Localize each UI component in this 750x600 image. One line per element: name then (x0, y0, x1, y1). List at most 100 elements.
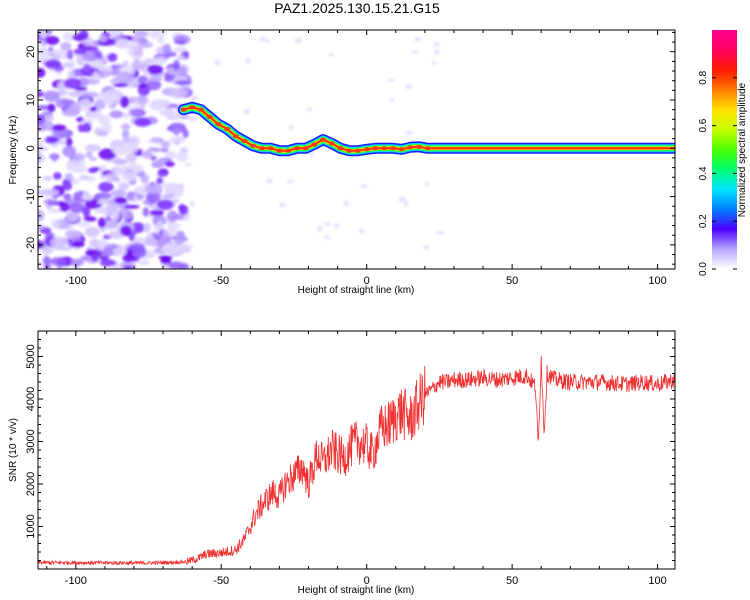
ridge-node (381, 146, 388, 151)
noise-blob (113, 176, 121, 182)
noise-blob (156, 177, 164, 184)
ridge-node (302, 146, 309, 151)
noise-blob (44, 115, 54, 122)
noise-blob (162, 256, 170, 262)
noise-blob (77, 221, 90, 228)
noise-blob (38, 47, 48, 53)
noise-blob (42, 256, 51, 265)
ridge-node (311, 142, 318, 147)
noise-blob (99, 259, 117, 267)
noise-blob (128, 110, 143, 116)
noise-blob (359, 228, 365, 234)
noise-blob (306, 107, 312, 112)
noise-blob (82, 52, 97, 62)
noise-blob (154, 56, 167, 66)
noise-blob (123, 204, 140, 209)
noise-blob (414, 37, 421, 42)
noise-blob (323, 222, 332, 226)
noise-blob (156, 100, 172, 108)
ridge-node (424, 146, 431, 151)
noise-blob (122, 253, 136, 263)
ridge-node (407, 145, 414, 150)
noise-blob (317, 225, 323, 232)
noise-blob (38, 142, 44, 147)
noise-blob (150, 155, 157, 161)
snr-series-line (38, 355, 675, 566)
ridge-node (320, 137, 327, 142)
noise-blob (83, 216, 97, 222)
noise-blob (130, 222, 146, 234)
noise-blob (133, 30, 149, 37)
ridge-node (206, 114, 213, 119)
noise-blob (116, 71, 134, 84)
noise-blob (65, 137, 73, 148)
noise-blob (62, 193, 72, 201)
noise-blob (50, 236, 67, 249)
spectrogram-frame (37, 29, 676, 270)
snr-xtick-label: 50 (506, 575, 518, 587)
noise-blob (120, 123, 131, 130)
noise-blob (141, 150, 153, 159)
snr-frame (37, 330, 676, 570)
noise-blob (96, 130, 109, 137)
noise-blob (89, 106, 97, 112)
noise-blob (38, 91, 45, 98)
noise-blob (42, 249, 51, 257)
ridge-node (293, 146, 300, 151)
noise-blob (245, 58, 251, 65)
noise-blob (84, 226, 100, 238)
noise-blob (61, 109, 80, 117)
noise-blob (162, 43, 172, 55)
noise-blob (38, 104, 50, 111)
noise-blob (90, 58, 104, 69)
noise-blob (112, 209, 120, 221)
ridge-node (189, 105, 196, 110)
noise-blob (96, 208, 108, 214)
noise-blob (152, 214, 167, 226)
noise-blob (144, 234, 154, 239)
noise-blob (38, 153, 45, 164)
noise-blob (42, 175, 53, 181)
noise-blob (289, 124, 294, 131)
noise-blob (161, 231, 170, 239)
noise-blob (344, 200, 349, 207)
colorbar-tick-label: 0.2 (698, 214, 709, 228)
ridge-node (241, 139, 248, 144)
noise-blob (146, 77, 163, 82)
snr-ytick-label: 5000 (25, 344, 37, 368)
snr-xlabel: Height of straight line (km) (298, 585, 415, 596)
noise-blob (214, 59, 221, 66)
noise-blob (144, 238, 158, 246)
noise-blob (44, 59, 62, 69)
noise-blob (176, 151, 189, 162)
noise-blob (184, 162, 193, 166)
noise-blob (51, 124, 67, 131)
noise-blob (99, 175, 110, 181)
noise-blob (387, 78, 396, 82)
noise-blob (168, 136, 186, 144)
snr-panel: -100 -50 0 50 100 1000 2000 3000 4000 5000 Height… (8, 330, 676, 596)
colorbar-tick-label: 0.0 (698, 262, 709, 276)
ridge-node (180, 107, 187, 112)
noise-blob (122, 112, 131, 119)
noise-blob (67, 159, 86, 168)
noise-blob (140, 173, 150, 184)
noise-blob (259, 36, 266, 42)
noise-blob (138, 41, 153, 49)
noise-blob (78, 175, 90, 180)
spectrogram-ylabel: Frequency (Hz) (8, 116, 19, 185)
noise-blob (97, 114, 111, 125)
snr-xtick-label: -100 (65, 575, 87, 587)
noise-blob (139, 104, 146, 110)
noise-blob (121, 142, 139, 154)
spectrogram-xtick-label: 100 (648, 275, 666, 287)
noise-blob (323, 235, 331, 239)
noise-blob (93, 99, 106, 110)
colorbar-tick-label: 0.8 (698, 70, 709, 84)
colorbar-bar (712, 30, 737, 269)
noise-blob (59, 139, 66, 146)
noise-blob (172, 59, 181, 72)
noise-blob (170, 87, 189, 98)
noise-blob (156, 220, 164, 231)
